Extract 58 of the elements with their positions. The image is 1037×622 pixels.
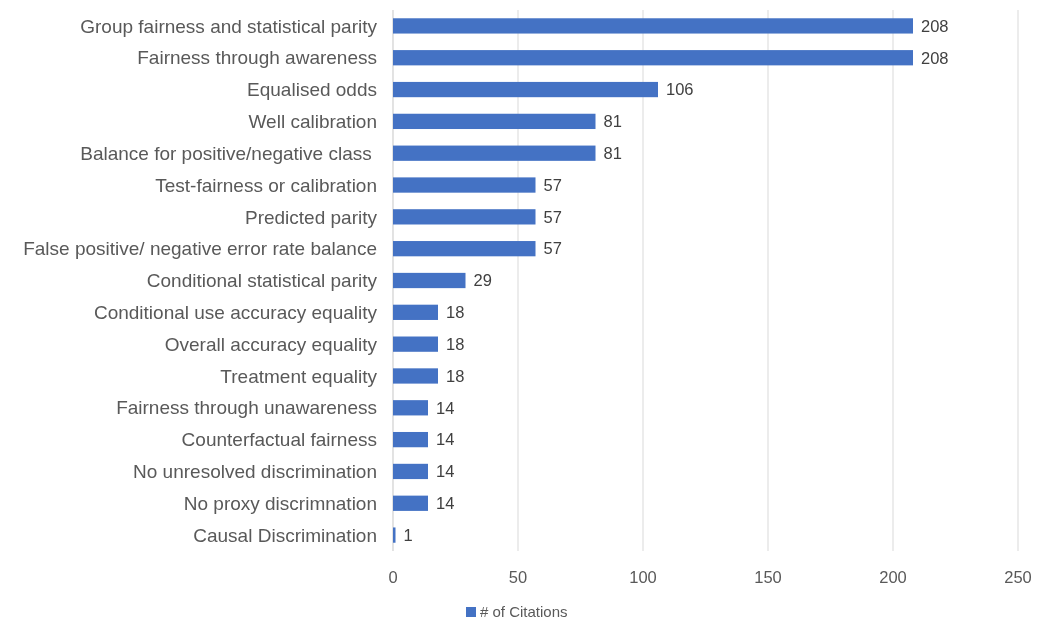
data-label: 81 bbox=[603, 112, 622, 131]
bar bbox=[393, 527, 396, 543]
y-tick-label: Conditional statistical parity bbox=[146, 270, 378, 292]
x-tick-label: 200 bbox=[879, 568, 907, 586]
y-tick-label: Overall accuracy equality bbox=[164, 333, 378, 355]
bar bbox=[393, 463, 428, 480]
data-label: 14 bbox=[436, 430, 455, 449]
data-label: 14 bbox=[436, 494, 455, 513]
data-label: 57 bbox=[543, 239, 562, 258]
y-tick-label: Equalised odds bbox=[247, 79, 377, 101]
y-tick-label: Balance for positive/negative class bbox=[80, 142, 377, 164]
data-label: 14 bbox=[436, 462, 455, 481]
x-tick-label: 150 bbox=[754, 568, 782, 586]
y-tick-label: No proxy discrimnation bbox=[183, 492, 377, 514]
y-tick-label: No unresolved discrimination bbox=[133, 461, 377, 483]
data-label: 18 bbox=[446, 366, 465, 385]
y-tick-label: Counterfactual fairness bbox=[181, 429, 377, 451]
data-label: 18 bbox=[446, 303, 465, 322]
bar bbox=[393, 177, 536, 193]
data-label: 208 bbox=[921, 16, 949, 35]
bar bbox=[393, 241, 536, 257]
data-label: 57 bbox=[543, 207, 562, 226]
data-label: 106 bbox=[666, 80, 694, 99]
x-tick-label: 0 bbox=[388, 568, 398, 586]
bar bbox=[393, 400, 428, 416]
bar bbox=[393, 113, 596, 130]
y-tick-label: Predicted parity bbox=[244, 206, 378, 228]
x-tick-label: 100 bbox=[629, 568, 657, 586]
data-label: 1 bbox=[403, 525, 413, 544]
data-label: 208 bbox=[921, 48, 949, 67]
data-label: 29 bbox=[473, 271, 492, 290]
x-tick-label: 250 bbox=[1004, 568, 1032, 586]
bar bbox=[393, 145, 596, 161]
legend-label: # of Citations bbox=[480, 603, 568, 621]
y-tick-label: Fairness through unawareness bbox=[116, 397, 377, 419]
data-label: 57 bbox=[543, 175, 562, 194]
y-tick-label: Fairness through awareness bbox=[137, 47, 377, 69]
bar bbox=[393, 304, 438, 320]
bar bbox=[393, 336, 438, 352]
y-tick-label: Treatment equality bbox=[220, 365, 378, 387]
data-label: 81 bbox=[603, 143, 622, 162]
bar bbox=[393, 431, 428, 448]
y-tick-label: Causal Discrimination bbox=[193, 524, 377, 546]
bar bbox=[393, 18, 913, 34]
y-tick-label: False positive/ negative error rate balance bbox=[23, 238, 377, 260]
data-label: 14 bbox=[436, 398, 455, 417]
y-tick-label: Group fairness and statistical parity bbox=[80, 15, 378, 37]
bar bbox=[393, 495, 428, 511]
x-tick-label: 50 bbox=[508, 568, 528, 586]
bar bbox=[393, 81, 658, 98]
y-tick-label: Well calibration bbox=[248, 111, 377, 133]
bar bbox=[393, 50, 913, 66]
data-label: 18 bbox=[446, 334, 465, 353]
y-tick-label: Conditional use accuracy equality bbox=[93, 301, 378, 323]
bar bbox=[393, 368, 438, 384]
bar bbox=[393, 209, 536, 225]
bar bbox=[393, 272, 466, 289]
y-tick-label: Test-fairness or calibration bbox=[155, 174, 377, 196]
